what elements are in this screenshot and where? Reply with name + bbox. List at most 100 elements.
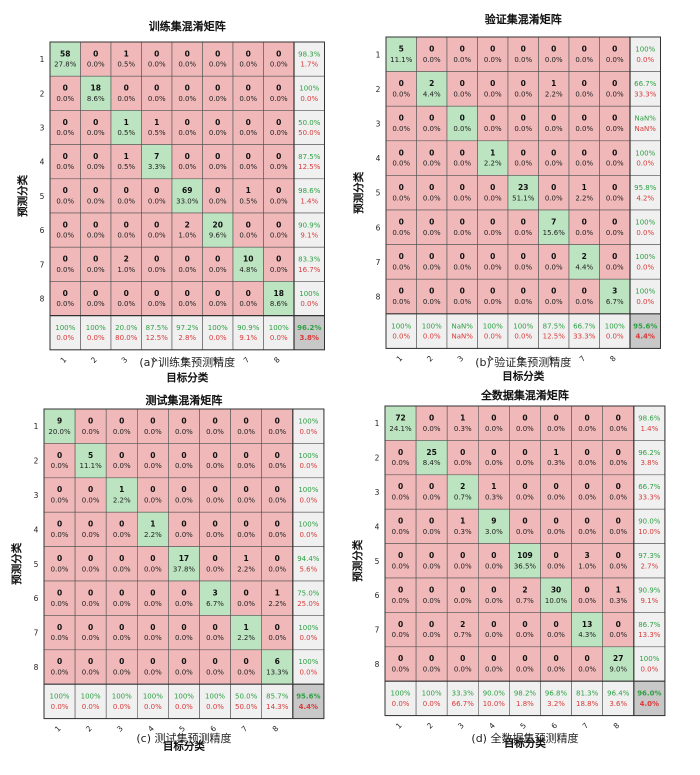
cell-percent: 0.0% xyxy=(144,462,162,470)
cell-count: 0 xyxy=(491,585,496,594)
row-precision: 50.0% xyxy=(298,119,321,127)
row-precision: 100% xyxy=(298,486,318,494)
row-precision: 100% xyxy=(635,253,655,261)
cell-percent: 0.0% xyxy=(113,634,131,642)
cell-percent: 51.1% xyxy=(512,194,535,202)
total-accuracy: 96.2% xyxy=(297,324,321,332)
cell-percent: 0.0% xyxy=(609,494,627,502)
matrix-cell xyxy=(105,477,138,513)
confusion-matrix-panel: 验证集混淆矩阵 5 11.1% 0 0.0% 0 0.0% 0 0.0% 0 0.0% 0 0.0% 0 0… xyxy=(352,12,661,382)
col-error: 1.8% xyxy=(516,700,534,708)
cell-percent: 0.0% xyxy=(87,197,105,205)
cell-percent: 0.0% xyxy=(87,163,105,171)
row-precision: 100% xyxy=(298,417,318,425)
matrix-cell xyxy=(446,36,478,72)
row-precision: 98.6% xyxy=(638,414,661,422)
cell-percent: 0.0% xyxy=(175,531,193,539)
cell-percent: 0.0% xyxy=(239,163,257,171)
row-precision: 100% xyxy=(298,624,318,632)
cell-count: 0 xyxy=(246,152,251,161)
cell-count: 2 xyxy=(429,79,434,88)
chart-title: 测试集混淆矩阵 xyxy=(145,393,222,407)
matrix-cell xyxy=(105,511,138,547)
col-error: 0.0% xyxy=(206,703,224,711)
cell-percent: 2.2% xyxy=(237,634,255,642)
matrix-cell xyxy=(261,580,294,616)
confusion-matrix-panel: 全数据集混淆矩阵7224.1%00.0%10.3%00.0%00.0%00.0%… xyxy=(351,388,666,750)
cell-percent: 0.7% xyxy=(516,597,534,605)
matrix-cell xyxy=(477,405,510,441)
cell-percent: 0.0% xyxy=(51,531,69,539)
cell-count: 7 xyxy=(154,152,159,161)
matrix-cell xyxy=(385,105,417,142)
matrix-cell xyxy=(384,646,417,682)
cell-count: 23 xyxy=(518,183,528,192)
cell-percent: 0.0% xyxy=(609,459,627,467)
matrix-cell xyxy=(110,144,142,180)
matrix-cell xyxy=(477,440,510,476)
cell-percent: 0.0% xyxy=(453,125,471,133)
cell-percent: 0.0% xyxy=(175,600,193,608)
y-tick-label: 8 xyxy=(376,293,381,302)
cell-count: 0 xyxy=(612,45,617,54)
y-axis-label: 预测分类 xyxy=(16,174,29,216)
cell-count: 0 xyxy=(244,588,249,597)
cell-percent: 0.0% xyxy=(545,264,563,272)
cell-count: 0 xyxy=(460,183,465,192)
cell-count: 0 xyxy=(429,114,434,123)
x-tick-label: 1 xyxy=(53,724,63,734)
matrix-cell xyxy=(263,144,295,180)
matrix-cell xyxy=(385,209,417,245)
cell-count: 5 xyxy=(88,451,93,460)
chart-title: 验证集混淆矩阵 xyxy=(485,12,562,26)
row-precision: 98.3% xyxy=(298,50,321,58)
cell-count: 20 xyxy=(213,220,223,229)
cell-count: 9 xyxy=(57,416,62,425)
cell-count: 0 xyxy=(119,657,124,666)
cell-count: 1 xyxy=(244,554,249,563)
cell-percent: 0.0% xyxy=(268,497,286,505)
col-recall: 100% xyxy=(483,322,503,330)
matrix-cell xyxy=(80,110,112,145)
matrix-cell xyxy=(74,649,107,685)
cell-percent: 0.0% xyxy=(113,669,131,677)
cell-count: 0 xyxy=(185,84,190,93)
cell-count: 0 xyxy=(276,152,281,161)
matrix-cell xyxy=(446,508,479,544)
cell-count: 0 xyxy=(154,255,159,264)
x-tick-label: 1 xyxy=(59,355,69,365)
matrix-cell xyxy=(74,511,107,547)
cell-count: 0 xyxy=(522,448,527,457)
cell-count: 0 xyxy=(212,485,217,494)
cell-percent: 0.0% xyxy=(606,56,624,64)
matrix-cell xyxy=(202,41,234,77)
confusion-matrix-panel: 训练集混淆矩阵5827.8%00.0%10.5%00.0%00.0%00.0%0… xyxy=(16,19,325,384)
figure-caption: (b) 验证集预测精度 xyxy=(475,355,571,369)
cell-percent: 0.0% xyxy=(87,61,105,69)
figure-caption: (a) 训练集预测精度 xyxy=(139,355,235,369)
matrix-cell xyxy=(509,405,541,441)
col-error: 0.0% xyxy=(51,703,69,711)
cell-count: 0 xyxy=(399,287,404,296)
matrix-cell xyxy=(263,281,295,316)
matrix-cell xyxy=(110,212,142,248)
col-summary-cell xyxy=(446,680,479,716)
cell-count: 0 xyxy=(582,218,587,227)
cell-count: 0 xyxy=(582,45,587,54)
matrix-cell xyxy=(171,246,203,282)
x-tick-label: 6 xyxy=(547,354,557,364)
matrix-cell xyxy=(168,580,200,616)
cell-count: 0 xyxy=(398,448,403,457)
cell-count: 0 xyxy=(244,416,249,425)
matrix-cell xyxy=(110,178,142,214)
matrix-cell xyxy=(446,577,479,613)
matrix-cell xyxy=(137,580,169,616)
cell-percent: 0.0% xyxy=(485,597,503,605)
matrix-border xyxy=(43,408,325,720)
cell-percent: 0.0% xyxy=(144,428,162,436)
cell-percent: 0.0% xyxy=(117,95,135,103)
col-error: 2.8% xyxy=(178,334,196,342)
row-summary-cell xyxy=(629,36,661,72)
col-recall: 100% xyxy=(513,322,533,330)
matrix-border xyxy=(49,41,325,351)
